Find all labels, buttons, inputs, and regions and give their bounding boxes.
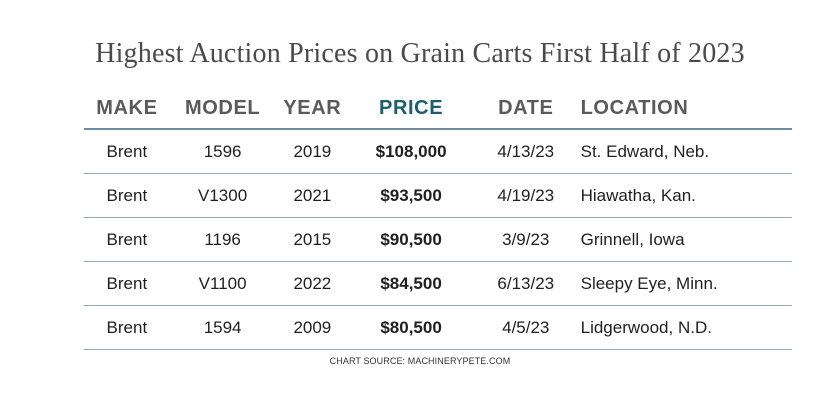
cell-model: 1594 (203, 317, 242, 337)
cell-location: Sleepy Eye, Minn. (580, 273, 718, 293)
cell-location: Hiawatha, Kan. (580, 185, 696, 205)
header-model: MODEL (184, 96, 261, 119)
header-location: LOCATION (580, 96, 689, 119)
cell-location: Grinnell, Iowa (580, 229, 685, 249)
cell-date: 6/13/23 (497, 273, 555, 293)
cell-model: V1100 (198, 273, 247, 293)
cell-year: 2009 (293, 317, 332, 337)
cell-date: 4/5/23 (502, 317, 550, 337)
table-row: Brent 1596 2019 $108,000 4/13/23 St. Edw… (84, 130, 792, 174)
cell-year: 2019 (293, 141, 332, 161)
table-row: Brent 1196 2015 $90,500 3/9/23 Grinnell,… (84, 218, 792, 262)
cell-model: 1196 (204, 229, 241, 249)
table-row: Brent V1100 2022 $84,500 6/13/23 Sleepy … (84, 262, 792, 306)
header-price: PRICE (379, 96, 444, 119)
header-year: YEAR (283, 96, 342, 119)
cell-location: Lidgerwood, N.D. (580, 317, 712, 337)
auction-price-table: MAKE MODEL YEAR PRICE DATE LOCATION Bren… (84, 88, 792, 350)
cell-price: $108,000 (375, 141, 447, 161)
cell-price: $93,500 (380, 185, 442, 205)
cell-model: V1300 (198, 185, 248, 205)
chart-title: Highest Auction Prices on Grain Carts Fi… (95, 38, 745, 69)
table-header-row: MAKE MODEL YEAR PRICE DATE LOCATION (84, 88, 792, 130)
cell-make: Brent (106, 317, 148, 337)
cell-year: 2021 (293, 185, 332, 205)
cell-price: $80,500 (380, 317, 442, 337)
cell-make: Brent (106, 185, 148, 205)
cell-year: 2015 (293, 229, 332, 249)
cell-model: 1596 (203, 141, 242, 161)
header-make: MAKE (96, 96, 158, 119)
header-date: DATE (498, 96, 554, 119)
cell-make: Brent (106, 229, 148, 249)
table-row: Brent 1594 2009 $80,500 4/5/23 Lidgerwoo… (84, 306, 792, 350)
cell-price: $84,500 (380, 273, 442, 293)
cell-price: $90,500 (380, 229, 442, 249)
cell-location: St. Edward, Neb. (580, 141, 710, 161)
cell-date: 3/9/23 (502, 229, 550, 249)
table-row: Brent V1300 2021 $93,500 4/19/23 Hiawath… (84, 174, 792, 218)
chart-source: CHART SOURCE: MACHINERYPETE.COM (329, 356, 511, 366)
cell-date: 4/13/23 (497, 141, 555, 161)
cell-make: Brent (106, 273, 148, 293)
cell-year: 2022 (293, 273, 332, 293)
cell-make: Brent (106, 141, 148, 161)
cell-date: 4/19/23 (497, 185, 555, 205)
